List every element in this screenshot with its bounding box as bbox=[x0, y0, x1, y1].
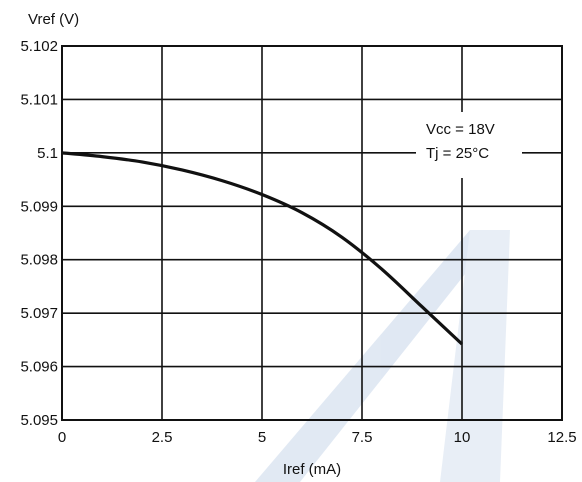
y-tick-label: 5.098 bbox=[20, 252, 58, 269]
x-tick-label: 10 bbox=[454, 429, 471, 446]
y-tick-label: 5.099 bbox=[20, 198, 58, 215]
x-tick-label: 7.5 bbox=[352, 429, 373, 446]
annotation-vcc: Vcc = 18V bbox=[426, 121, 495, 138]
x-axis-title: Iref (mA) bbox=[283, 461, 341, 478]
series-line-0 bbox=[61, 151, 464, 346]
grid bbox=[62, 46, 562, 420]
x-tick-label: 12.5 bbox=[547, 429, 576, 446]
x-tick-label: 5 bbox=[258, 429, 266, 446]
series-group bbox=[61, 151, 464, 346]
x-tick-labels: 0 2.5 5 7.5 10 12.5 bbox=[58, 429, 577, 446]
y-axis-title: Vref (V) bbox=[28, 11, 79, 28]
y-tick-label: 5.102 bbox=[20, 38, 58, 55]
x-tick-label: 0 bbox=[58, 429, 66, 446]
y-tick-label: 5.1 bbox=[37, 145, 58, 162]
plot-frame bbox=[61, 45, 563, 421]
annotation-background bbox=[416, 112, 522, 178]
annotation-tj: Tj = 25°C bbox=[426, 145, 489, 162]
y-tick-label: 5.097 bbox=[20, 305, 58, 322]
y-tick-label: 5.095 bbox=[20, 412, 58, 429]
x-tick-label: 2.5 bbox=[152, 429, 173, 446]
y-tick-label: 5.096 bbox=[20, 359, 58, 376]
y-tick-labels: 5.102 5.101 5.1 5.099 5.098 5.097 5.096 5.095 bbox=[20, 38, 58, 429]
y-tick-label: 5.101 bbox=[20, 91, 58, 108]
